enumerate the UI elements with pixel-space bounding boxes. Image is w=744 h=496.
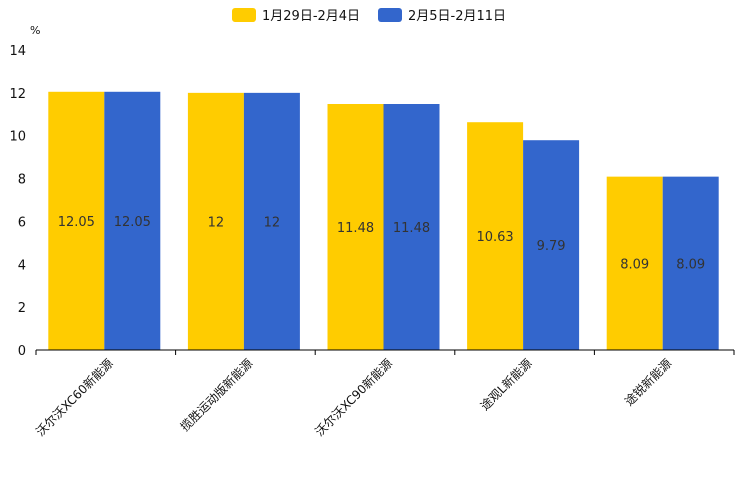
y-tick-label: 12 <box>9 87 26 102</box>
bar-series-1 <box>467 122 524 350</box>
y-axis: 0 2 4 6 8 10 12 14 <box>9 44 26 359</box>
data-label: 12.05 <box>58 215 95 230</box>
x-category-label: 途锐新能源 <box>621 356 674 409</box>
legend: 1月29日-2月4日 2月5日-2月11日 <box>232 8 506 24</box>
y-tick-label: 2 <box>18 301 26 316</box>
x-axis: 沃尔沃XC60新能源 揽胜运动版新能源 沃尔沃XC90新能源 途观L新能源 途锐新能源 <box>32 349 735 439</box>
data-label: 11.48 <box>337 221 374 236</box>
data-label: 12 <box>264 215 281 230</box>
bar-series-1 <box>187 92 244 350</box>
data-label: 8.09 <box>676 257 705 272</box>
bar-series-2 <box>383 104 440 350</box>
legend-swatch-series-1 <box>232 8 256 22</box>
y-tick-label: 10 <box>9 130 26 145</box>
data-label: 8.09 <box>620 257 649 272</box>
bar-series-2 <box>243 92 300 350</box>
x-category-label: 沃尔沃XC60新能源 <box>32 356 115 439</box>
bar-series-2 <box>662 176 719 350</box>
bar-series-1 <box>48 91 105 351</box>
data-label: 11.48 <box>393 221 430 236</box>
bar-series-2 <box>104 91 161 351</box>
data-label: 9.79 <box>537 239 566 254</box>
y-tick-label: 6 <box>18 215 26 230</box>
x-category-label: 途观L新能源 <box>477 356 535 414</box>
data-labels: 12.05 12.05 12 12 11.48 11.48 10.63 9.79 8.09 8.0… <box>58 215 705 272</box>
y-tick-label: 8 <box>18 173 26 188</box>
bars <box>48 91 719 351</box>
x-category-label: 沃尔沃XC90新能源 <box>312 356 395 439</box>
legend-swatch-series-2 <box>378 8 402 22</box>
y-tick-label: 4 <box>18 258 26 273</box>
bar-series-1 <box>327 104 384 350</box>
legend-label-series-2: 2月5日-2月11日 <box>408 9 506 24</box>
y-axis-unit: % <box>30 24 40 37</box>
data-label: 12.05 <box>114 215 151 230</box>
y-tick-label: 14 <box>9 44 26 59</box>
x-category-label: 揽胜运动版新能源 <box>177 356 255 434</box>
data-label: 12 <box>208 215 225 230</box>
y-tick-label: 0 <box>18 344 26 359</box>
data-label: 10.63 <box>476 230 513 245</box>
legend-label-series-1: 1月29日-2月4日 <box>262 9 360 24</box>
bar-series-1 <box>606 176 663 350</box>
bar-series-2 <box>523 140 580 350</box>
